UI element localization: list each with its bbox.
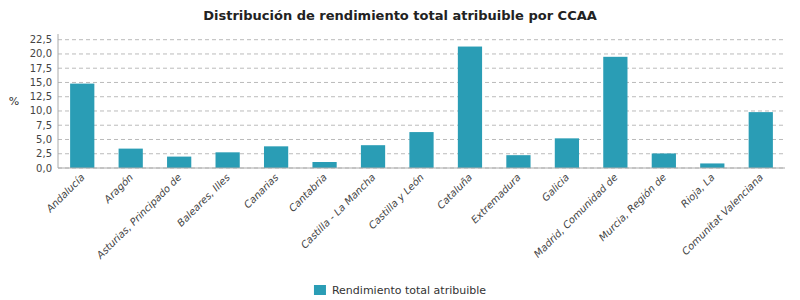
bar bbox=[409, 132, 433, 168]
x-tick-label: Asturias, Principado de bbox=[94, 172, 184, 262]
bar bbox=[264, 146, 288, 168]
x-tick-label: Canarias bbox=[242, 172, 281, 211]
bar bbox=[216, 152, 240, 168]
x-tick-label: Castilla - La Mancha bbox=[299, 172, 378, 251]
x-tick-label: Murcia, Región de bbox=[597, 172, 669, 244]
grid-line bbox=[58, 96, 785, 97]
grid-line bbox=[58, 53, 785, 54]
legend-swatch bbox=[314, 285, 326, 295]
grid-line bbox=[58, 39, 785, 40]
chart: Distribución de rendimiento total atribu… bbox=[0, 0, 800, 300]
x-axis-line bbox=[58, 168, 785, 169]
grid-line bbox=[58, 68, 785, 69]
x-tick-label: Cataluña bbox=[435, 172, 474, 211]
x-tick-label: Aragón bbox=[101, 172, 135, 206]
x-tick-label: Rioja, La bbox=[679, 172, 717, 210]
y-axis-label: % bbox=[9, 95, 19, 108]
legend: Rendimiento total atribuible bbox=[314, 284, 486, 297]
grid-line bbox=[58, 82, 785, 83]
y-tick-label: 5,0 bbox=[36, 134, 52, 145]
y-tick-label: 12,5 bbox=[30, 91, 52, 102]
bars bbox=[70, 47, 773, 168]
y-tick-label: 0,0 bbox=[36, 163, 52, 174]
y-tick-label: 22,5 bbox=[30, 34, 52, 45]
x-tick-label: Castilla y León bbox=[366, 172, 426, 232]
x-tick-label: Comunitat Valenciana bbox=[680, 172, 766, 258]
y-tick-label: 10,0 bbox=[30, 105, 52, 116]
x-tick-label: Cantabria bbox=[287, 172, 329, 214]
y-tick-label: 15,0 bbox=[30, 77, 52, 88]
bar bbox=[555, 138, 579, 168]
title: Distribución de rendimiento total atribu… bbox=[203, 8, 597, 23]
x-tick-label: Baleares, Illes bbox=[175, 172, 232, 229]
legend-label: Rendimiento total atribuible bbox=[332, 284, 486, 297]
y-tick-label: 17,5 bbox=[30, 63, 52, 74]
x-tick-label: Andalucía bbox=[43, 172, 86, 215]
bar bbox=[70, 84, 94, 168]
y-tick-label: 2,5 bbox=[36, 148, 52, 159]
grid-line bbox=[58, 168, 785, 169]
grid-line bbox=[58, 125, 785, 126]
y-tick-label: 7,5 bbox=[36, 120, 52, 131]
grid-line bbox=[58, 110, 785, 111]
bar bbox=[167, 157, 191, 168]
bar bbox=[119, 149, 143, 168]
bar bbox=[506, 155, 530, 168]
y-axis-line bbox=[58, 34, 59, 168]
y-tick-label: 20,0 bbox=[30, 48, 52, 59]
x-tick-label: Madrid, Comunidad de bbox=[532, 172, 620, 260]
bar bbox=[458, 47, 482, 168]
bar bbox=[361, 145, 385, 168]
bar bbox=[603, 57, 627, 168]
bar bbox=[749, 112, 773, 168]
x-tick-label: Extremadura bbox=[469, 172, 523, 226]
x-tick-label: Galicia bbox=[540, 172, 572, 204]
bar bbox=[312, 162, 336, 168]
bar bbox=[652, 153, 676, 168]
bar bbox=[700, 163, 724, 168]
